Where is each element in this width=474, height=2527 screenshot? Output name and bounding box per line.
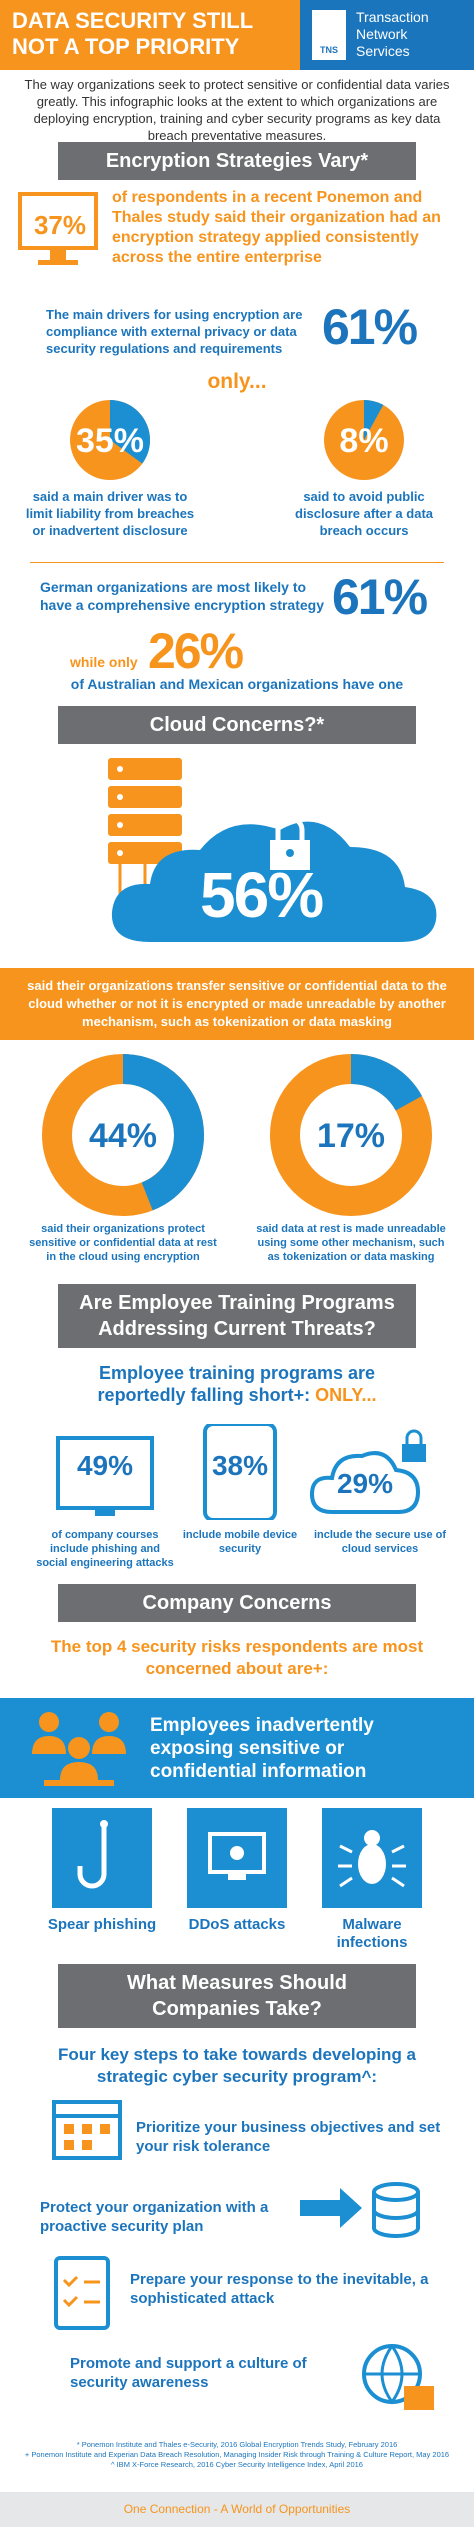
orange-band: said their organizations transfer sensit… <box>0 968 474 1040</box>
footnote: + Ponemon Institute and Experian Data Br… <box>24 2450 450 2459</box>
title-line: DATA SECURITY STILL <box>12 8 254 33</box>
drivers-value: 61% <box>322 299 418 355</box>
band-text: said their organizations transfer sensit… <box>27 978 447 1029</box>
stat-text: of respondents in a recent Ponemon and T… <box>112 189 441 266</box>
footnotes: * Ponemon Institute and Thales e-Securit… <box>10 2440 464 2470</box>
pie-caption: said a main driver was to limit liabilit… <box>25 489 195 538</box>
item-caption: include mobile device security <box>182 1529 298 1555</box>
section-heading: Are Employee Training Programs Addressin… <box>58 1284 416 1348</box>
item-value: 38% <box>211 1450 269 1481</box>
donut-slice <box>42 1054 204 1216</box>
heading-line: Are Employee Training Programs <box>79 1292 395 1314</box>
pie: 35% <box>70 400 150 480</box>
pie-caption: said to avoid public disclosure after a … <box>295 489 433 538</box>
german-text: German organizations are most likely to … <box>40 579 324 613</box>
step-text: Prepare your response to the inevitable,… <box>130 2271 429 2307</box>
brand: Transaction Network Services <box>356 9 429 60</box>
pie-slice <box>324 400 404 480</box>
cloud-stat: 56% <box>200 859 324 931</box>
title: DATA SECURITY STILL NOT A TOP PRIORITY <box>0 0 300 60</box>
training-intro: Employee training programs are reportedl… <box>60 1362 414 1406</box>
only-text: ONLY... <box>315 1385 377 1405</box>
step-text: Prioritize your business objectives and … <box>136 2119 441 2155</box>
cloud-graphic <box>108 758 437 942</box>
blue-band: Employees inadvertently exposing sensiti… <box>0 1698 474 1798</box>
only-text: only... <box>207 370 267 393</box>
brand-line: Services <box>356 43 410 59</box>
measures-intro: Four key steps to take towards developin… <box>57 2045 417 2086</box>
brand-line: Network <box>356 26 408 42</box>
section-heading: What Measures Should Companies Take? <box>58 1964 416 2028</box>
pie-slice <box>70 400 150 480</box>
risk-label: Spear phishing <box>47 1916 157 1933</box>
donut-caption: said their organizations protect sensiti… <box>29 1223 217 1263</box>
others-text: of Australian and Mexican organizations … <box>70 676 404 692</box>
brand-line: Transaction <box>356 9 429 25</box>
section-heading: Encryption Strategies Vary* <box>58 142 416 180</box>
donut-slice <box>270 1054 432 1216</box>
others-value: 26% <box>148 623 244 679</box>
step-icons <box>52 2100 434 2410</box>
drivers-text: The main drivers for using encryption ar… <box>46 307 303 356</box>
training-icons <box>56 1424 426 1520</box>
step-text: Promote and support a culture of securit… <box>70 2355 307 2391</box>
section-heading: Cloud Concerns?* <box>58 706 416 744</box>
divider <box>30 562 444 563</box>
concerns-intro: The top 4 security risks respondents are… <box>50 1637 424 1678</box>
heading-line: What Measures Should <box>126 1972 348 1994</box>
top-risk: Employees inadvertently exposing sensiti… <box>150 1715 374 1782</box>
donut-label: 17% <box>317 1117 385 1155</box>
monitor-icon <box>18 192 98 265</box>
intro-text: Employee training programs are reportedl… <box>97 1363 376 1405</box>
pie-label: 35% <box>76 422 144 460</box>
donut-label: 44% <box>89 1117 157 1155</box>
intro: The way organizations seek to protect se… <box>24 77 450 143</box>
item-caption: include the secure use of cloud services <box>313 1529 447 1555</box>
pie: 8% <box>324 400 404 480</box>
header-left: DATA SECURITY STILL NOT A TOP PRIORITY <box>0 0 300 70</box>
footer: One Connection - A World of Opportunitie… <box>0 2492 474 2527</box>
risk-label: Malware infections <box>336 1916 408 1951</box>
people-icon <box>32 1712 126 1786</box>
footnote: * Ponemon Institute and Thales e-Securit… <box>76 2440 398 2449</box>
section-heading: Company Concerns <box>58 1584 416 1622</box>
item-value: 29% <box>336 1468 394 1499</box>
header-right: TNS Transaction Network Services <box>300 0 474 70</box>
heading-line: Addressing Current Threats? <box>98 1318 376 1340</box>
donut: 44% <box>42 1054 204 1216</box>
logo: TNS <box>312 10 346 60</box>
pie-label: 8% <box>339 422 388 460</box>
step-text: Protect your organization with a proacti… <box>40 2199 269 2235</box>
footnote: ^ IBM X-Force Research, 2016 Cyber Secur… <box>111 2460 363 2469</box>
risk-label: DDoS attacks <box>188 1916 286 1933</box>
donut-caption: said data at rest is made unreadable usi… <box>256 1223 446 1263</box>
heading-line: Companies Take? <box>152 1998 322 2020</box>
risk-icons <box>52 1808 422 1908</box>
item-caption: of company courses include phishing and … <box>36 1529 174 1569</box>
donut: 17% <box>270 1054 432 1216</box>
others-prefix: while only <box>70 654 138 670</box>
german-value: 61% <box>332 569 428 625</box>
title-line: NOT A TOP PRIORITY <box>12 34 240 59</box>
item-value: 49% <box>76 1450 134 1481</box>
stat-value: 37% <box>33 210 87 240</box>
